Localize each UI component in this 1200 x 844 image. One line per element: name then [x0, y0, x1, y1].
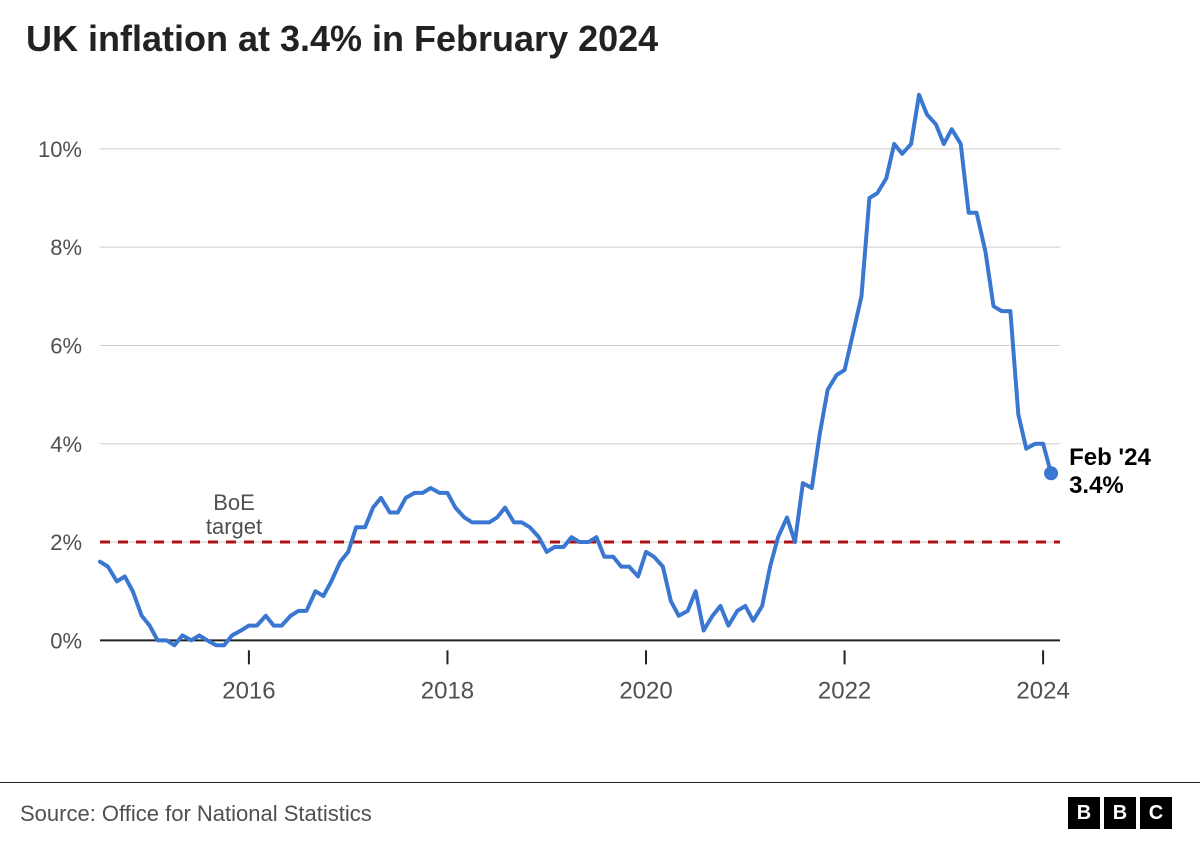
endpoint-marker — [1044, 466, 1058, 480]
source-text: Source: Office for National Statistics — [20, 801, 372, 827]
y-tick-label: 2% — [50, 530, 82, 555]
inflation-series — [100, 95, 1051, 645]
chart: 0% 2% 4% 6% 8% 10% BoEtarget 2016 2018 2020 2022 20… — [0, 70, 1200, 750]
brand-block-3: C — [1140, 797, 1172, 829]
x-tick-label: 2020 — [619, 677, 672, 704]
brand-block-2: B — [1104, 797, 1136, 829]
chart-title: UK inflation at 3.4% in February 2024 — [26, 18, 658, 60]
x-tick-label: 2018 — [421, 677, 474, 704]
endpoint-label-line1: Feb '24 — [1069, 444, 1151, 471]
y-tick-label: 8% — [50, 235, 82, 260]
chart-svg: 0% 2% 4% 6% 8% 10% BoEtarget 2016 2018 2020 2022 20… — [0, 70, 1200, 750]
target-label-line2: target — [206, 514, 262, 539]
y-tick-label: 10% — [38, 137, 82, 162]
target-label-line1: BoE — [213, 490, 255, 515]
x-tick-label: 2022 — [818, 677, 871, 704]
brand-logo: B B C — [1068, 797, 1172, 829]
x-tick-label: 2024 — [1016, 677, 1069, 704]
y-tick-label: 6% — [50, 333, 82, 358]
brand-block-1: B — [1068, 797, 1100, 829]
y-tick-label: 0% — [50, 628, 82, 653]
footer: Source: Office for National Statistics B… — [0, 782, 1200, 844]
y-tick-label: 4% — [50, 432, 82, 457]
endpoint-label-line2: 3.4% — [1069, 472, 1124, 499]
x-tick-label: 2016 — [222, 677, 275, 704]
